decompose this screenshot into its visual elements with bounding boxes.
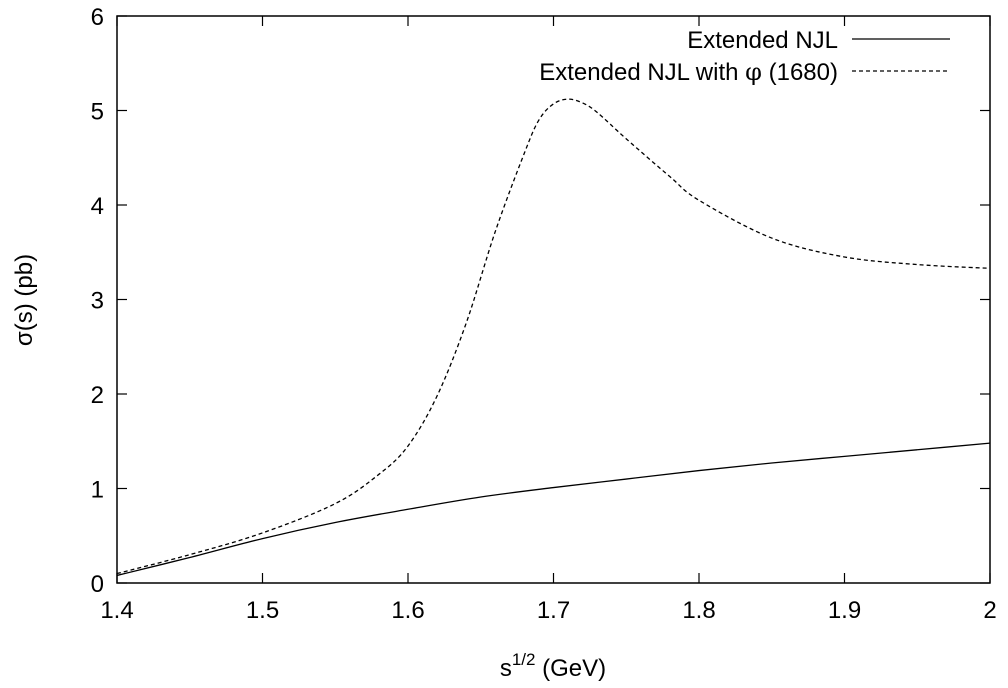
x-tick-label: 1.8 <box>682 597 715 624</box>
y-axis-title: σ(s) (pb) <box>11 254 38 346</box>
x-axis-title: s1/2 (GeV) <box>500 650 606 682</box>
x-axis-title-base: s <box>500 655 512 682</box>
y-tick-label: 6 <box>91 4 104 31</box>
legend-label-extended-njl: Extended NJL <box>687 27 838 54</box>
legend-label-phi-symbol: φ <box>745 58 762 86</box>
x-tick-label: 1.9 <box>828 597 861 624</box>
series-layer <box>116 98 991 577</box>
x-tick-label: 1.7 <box>537 597 570 624</box>
x-tick-label: 1.4 <box>100 597 133 624</box>
y-tick-label: 2 <box>91 382 104 409</box>
y-tick-label: 4 <box>91 193 104 220</box>
y-tick-label: 1 <box>91 477 104 504</box>
x-axis-ticks: 1.4 1.5 1.6 1.7 1.8 1.9 2 <box>100 16 997 624</box>
y-tick-label: 5 <box>91 99 104 126</box>
legend-label-extended-njl-phi: Extended NJL with φ (1680) <box>539 58 838 86</box>
x-tick-label: 1.6 <box>391 597 424 624</box>
legend-label-phi-part3: (1680) <box>762 59 838 86</box>
y-axis-ticks: 0 1 2 3 4 5 6 <box>91 4 990 598</box>
plot-area: 1.4 1.5 1.6 1.7 1.8 1.9 2 0 1 2 3 4 5 6 <box>91 4 997 624</box>
x-axis-title-superscript: 1/2 <box>512 650 536 669</box>
y-tick-label: 0 <box>91 571 104 598</box>
series-extended-njl-line <box>116 442 991 577</box>
y-tick-label: 3 <box>91 288 104 315</box>
legend: Extended NJL Extended NJL with φ (1680) <box>539 27 950 86</box>
x-tick-label: 2 <box>983 597 996 624</box>
series-extended-njl-phi-line <box>116 98 991 575</box>
plot-frame <box>116 15 991 584</box>
x-axis-title-unit: (GeV) <box>535 655 606 682</box>
x-tick-label: 1.5 <box>246 597 279 624</box>
legend-label-phi-part1: Extended NJL with <box>539 59 745 86</box>
